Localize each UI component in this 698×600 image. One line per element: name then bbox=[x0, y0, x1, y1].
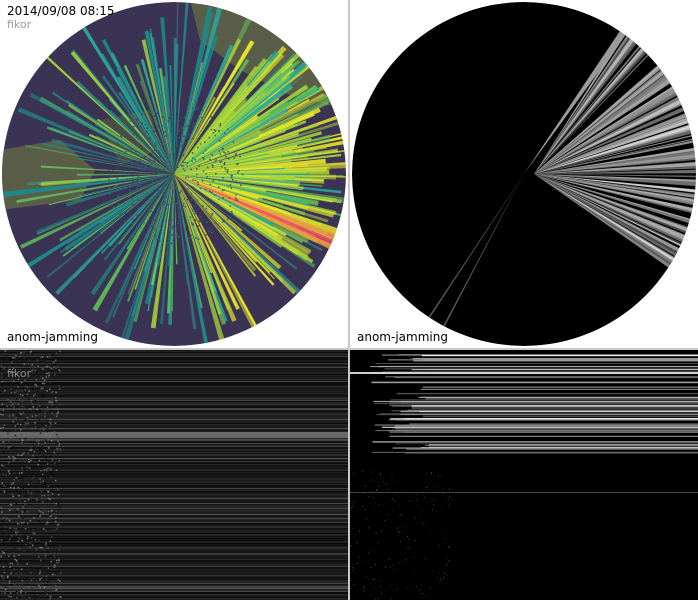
panel-range-azimuth-raw: fikor bbox=[0, 350, 348, 600]
vertical-divider bbox=[348, 0, 350, 600]
range-azimuth-raw-image bbox=[0, 350, 348, 600]
panel-color-radar: 2014/09/08 08:15 fikor anom-jamming bbox=[0, 0, 348, 348]
radar-name-label: fikor bbox=[7, 18, 32, 31]
panel-range-azimuth-jamming bbox=[350, 350, 698, 600]
panel-label-anom-jamming-2: anom-jamming bbox=[357, 330, 448, 344]
color-radar-ppi bbox=[2, 2, 346, 346]
radar-name-label-2: fikor bbox=[7, 367, 32, 380]
panel-label-anom-jamming: anom-jamming bbox=[7, 330, 98, 344]
panel-gray-radar: anom-jamming bbox=[350, 0, 698, 348]
horizontal-divider bbox=[0, 348, 698, 350]
gray-radar-ppi bbox=[352, 2, 696, 346]
timestamp-label: 2014/09/08 08:15 bbox=[7, 4, 115, 18]
range-azimuth-jamming-image bbox=[350, 354, 698, 600]
